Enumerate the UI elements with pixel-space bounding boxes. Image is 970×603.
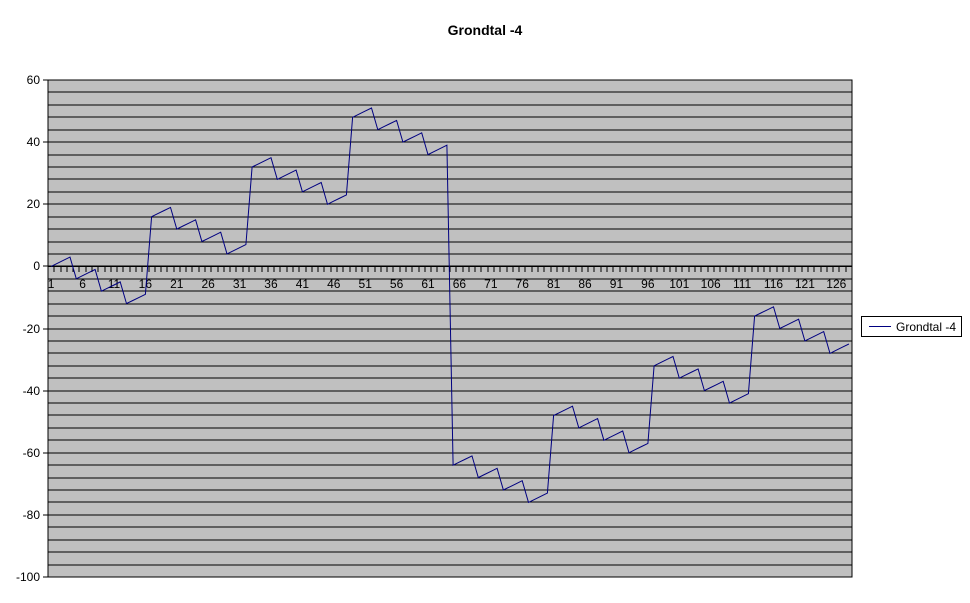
x-axis-label: 86 xyxy=(578,277,592,291)
series-line xyxy=(50,107,850,504)
plot-border xyxy=(47,79,853,578)
x-axis-label: 81 xyxy=(547,277,561,291)
x-axis-label: 51 xyxy=(359,277,373,291)
x-axis-label: 121 xyxy=(795,277,815,291)
y-axis-ticks xyxy=(43,79,48,578)
y-axis-label: 20 xyxy=(27,197,41,211)
y-axis-label: 40 xyxy=(27,135,41,149)
y-axis-label: -40 xyxy=(23,384,41,398)
x-axis xyxy=(47,265,853,272)
x-axis-label: 101 xyxy=(669,277,689,291)
x-axis-label: 106 xyxy=(701,277,721,291)
x-axis-label: 111 xyxy=(733,277,752,291)
x-axis-label: 31 xyxy=(233,277,247,291)
y-axis-label: 60 xyxy=(27,73,41,87)
x-axis-label: 76 xyxy=(516,277,530,291)
x-axis-label: 61 xyxy=(421,277,435,291)
x-axis-label: 96 xyxy=(641,277,655,291)
legend-line-sample-icon xyxy=(869,326,891,327)
x-axis-labels: 1 6 11 16 21 26 31 36 41 46 51 56 61 66 71 76 81 86 91 96 10… xyxy=(48,277,847,291)
x-axis-label: 46 xyxy=(327,277,341,291)
legend-label: Grondtal -4 xyxy=(896,319,957,334)
x-axis-label: 6 xyxy=(79,277,86,291)
x-axis-label: 11 xyxy=(108,277,121,291)
x-axis-label: 41 xyxy=(296,277,310,291)
x-axis-label: 66 xyxy=(453,277,467,291)
x-axis-label: 91 xyxy=(610,277,624,291)
y-axis-label: -60 xyxy=(23,446,41,460)
x-axis-label: 1 xyxy=(48,277,55,291)
y-axis-labels: 60 40 20 0 -20 -40 -60 -80 -100 xyxy=(16,73,40,584)
x-axis-label: 71 xyxy=(484,277,498,291)
x-axis-label: 56 xyxy=(390,277,404,291)
x-axis-label: 36 xyxy=(264,277,278,291)
x-axis-label: 16 xyxy=(139,277,153,291)
x-axis-label: 21 xyxy=(170,277,184,291)
y-axis-label: -100 xyxy=(16,570,40,584)
x-axis-label: 26 xyxy=(201,277,215,291)
chart-title: Grondtal -4 xyxy=(447,22,523,38)
y-axis-label: -80 xyxy=(23,508,41,522)
x-axis-label: 116 xyxy=(764,277,783,291)
y-axis-label: -20 xyxy=(23,322,41,336)
gridlines xyxy=(48,91,852,566)
legend: Grondtal -4 xyxy=(861,316,962,337)
y-axis-label: 0 xyxy=(33,259,40,273)
x-axis-label: 126 xyxy=(826,277,846,291)
